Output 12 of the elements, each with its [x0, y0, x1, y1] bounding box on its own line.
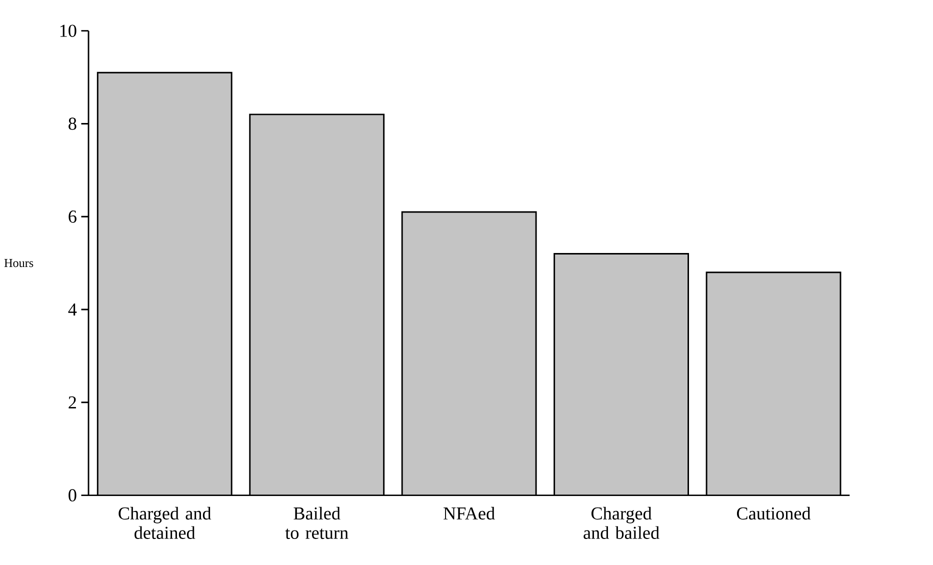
y-tick-label: 10 [60, 24, 76, 37]
x-tick-label: Cautioned [736, 506, 811, 520]
y-tick-label: 4 [68, 303, 77, 316]
y-tick-label: 0 [68, 489, 76, 502]
y-tick-label: 2 [68, 396, 76, 408]
x-tick-label: Charged and detained [118, 506, 212, 539]
y-tick-label: 8 [68, 118, 76, 130]
x-tick-label: NFAed [444, 506, 495, 520]
y-tick-label: 6 [68, 210, 76, 223]
x-tick-label: Bailed to return [285, 506, 348, 539]
y-axis-title: Hours [4, 258, 34, 268]
x-tick-label: Charged and bailed [584, 506, 660, 539]
